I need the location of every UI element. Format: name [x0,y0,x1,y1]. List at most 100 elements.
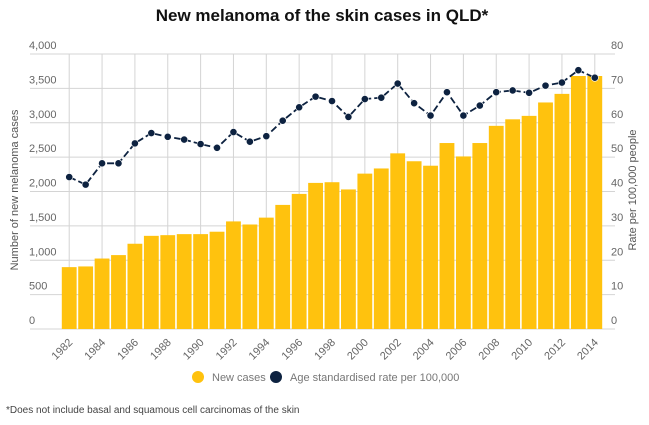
rate-point-1996 [295,103,304,112]
rate-point-1983 [81,180,90,189]
bar-1998 [324,182,340,329]
rate-point-1994 [262,132,271,141]
y-axis-left-label: Number of new melanoma cases [9,109,21,270]
rate-point-2005 [443,88,451,97]
rate-point-1986 [131,139,139,148]
rate-point-2006 [459,111,468,120]
rate-point-1987 [147,129,156,137]
bar-2004 [423,165,438,329]
y-tick-left: 3,500 [29,74,57,86]
bar-2005 [439,143,455,329]
y-tick-right: 70 [611,74,623,86]
footnote: *Does not include basal and squamous cel… [6,405,300,416]
bar-1997 [308,182,323,329]
bar-1992 [226,221,241,329]
rate-point-1988 [163,132,172,141]
bar-1986 [127,243,143,329]
rate-point-1990 [196,140,205,148]
bar-1996 [291,193,307,329]
bar-1995 [275,204,291,329]
bar-2006 [455,156,471,329]
rate-point-1992 [229,128,238,136]
bar-2009 [505,119,521,329]
rate-point-1984 [98,159,106,168]
y-tick-right: 0 [611,315,617,327]
bar-2010 [521,115,537,329]
y-tick-right: 30 [611,212,623,224]
y-tick-right: 40 [611,178,623,190]
y-tick-right: 50 [611,143,623,155]
y-tick-right: 20 [611,246,623,258]
rate-point-2010 [525,88,533,97]
rate-point-2000 [360,95,369,103]
bar-2001 [373,168,389,329]
bar-1982 [61,267,77,329]
y-tick-right: 80 [611,40,623,52]
x-tick-label: 2000 [345,337,371,363]
bar-1985 [111,255,126,329]
bar-2008 [488,125,504,329]
legend-swatch-rate [270,371,282,383]
bar-2011 [538,102,553,329]
x-tick-label: 1986 [115,337,141,363]
x-tick-label: 1992 [214,337,240,363]
bar-2012 [554,93,570,329]
rate-point-1985 [114,159,123,168]
bar-1984 [94,258,110,329]
bar-2013 [570,76,586,329]
x-tick-label: 2014 [575,337,601,363]
legend-label-rate: Age standardised rate per 100,000 [290,372,459,384]
x-tick-label: 1996 [279,337,305,363]
rate-point-2007 [475,101,484,110]
y-tick-right: 10 [611,281,623,293]
rate-point-1993 [245,137,254,146]
y-tick-right: 60 [611,109,623,121]
rate-point-2011 [541,81,550,90]
bar-1999 [341,189,356,329]
x-tick-label: 1982 [50,337,76,363]
legend-label-new-cases: New cases [212,372,266,384]
rate-point-2009 [508,86,517,95]
bar-1983 [78,266,94,329]
rate-point-1998 [328,97,336,105]
y-tick-left: 0 [29,315,35,327]
bar-1987 [143,235,159,329]
x-tick-label: 1998 [312,337,338,363]
bar-2014 [587,76,603,329]
rate-point-1991 [213,143,221,152]
y-tick-left: 4,000 [29,40,57,52]
bar-2007 [472,143,488,329]
x-tick-label: 1994 [247,337,273,363]
bar-2000 [357,173,373,329]
legend: New cases Age standardised rate per 100,… [192,371,459,384]
legend-swatch-new-cases [192,371,204,383]
rate-point-2002 [393,79,402,88]
bar-1991 [209,231,225,329]
x-tick-label: 2002 [378,337,404,363]
y-tick-left: 3,000 [29,109,57,121]
bar-1990 [193,234,209,329]
bar-2003 [406,161,422,329]
bar-1994 [258,217,274,329]
x-tick-label: 2012 [542,337,568,363]
x-tick-label: 1988 [148,337,174,363]
x-tick-label: 2006 [444,337,470,363]
rate-point-2013 [574,66,583,75]
x-tick-label: 2004 [411,337,437,363]
y-tick-left: 1,000 [29,246,57,258]
rate-point-1999 [344,113,353,121]
rate-point-2008 [492,88,501,97]
bar-1993 [242,224,258,329]
bar-1989 [176,234,192,329]
rate-point-2003 [410,99,419,108]
y-tick-left: 500 [29,281,47,293]
rate-point-1997 [311,92,320,101]
rate-point-1989 [180,135,189,144]
y-tick-left: 1,500 [29,212,57,224]
y-tick-left: 2,000 [29,178,57,190]
y-tick-left: 2,500 [29,143,57,155]
x-tick-label: 1990 [181,337,207,363]
y-axis-right-label: Rate per 100,000 people [627,129,639,250]
